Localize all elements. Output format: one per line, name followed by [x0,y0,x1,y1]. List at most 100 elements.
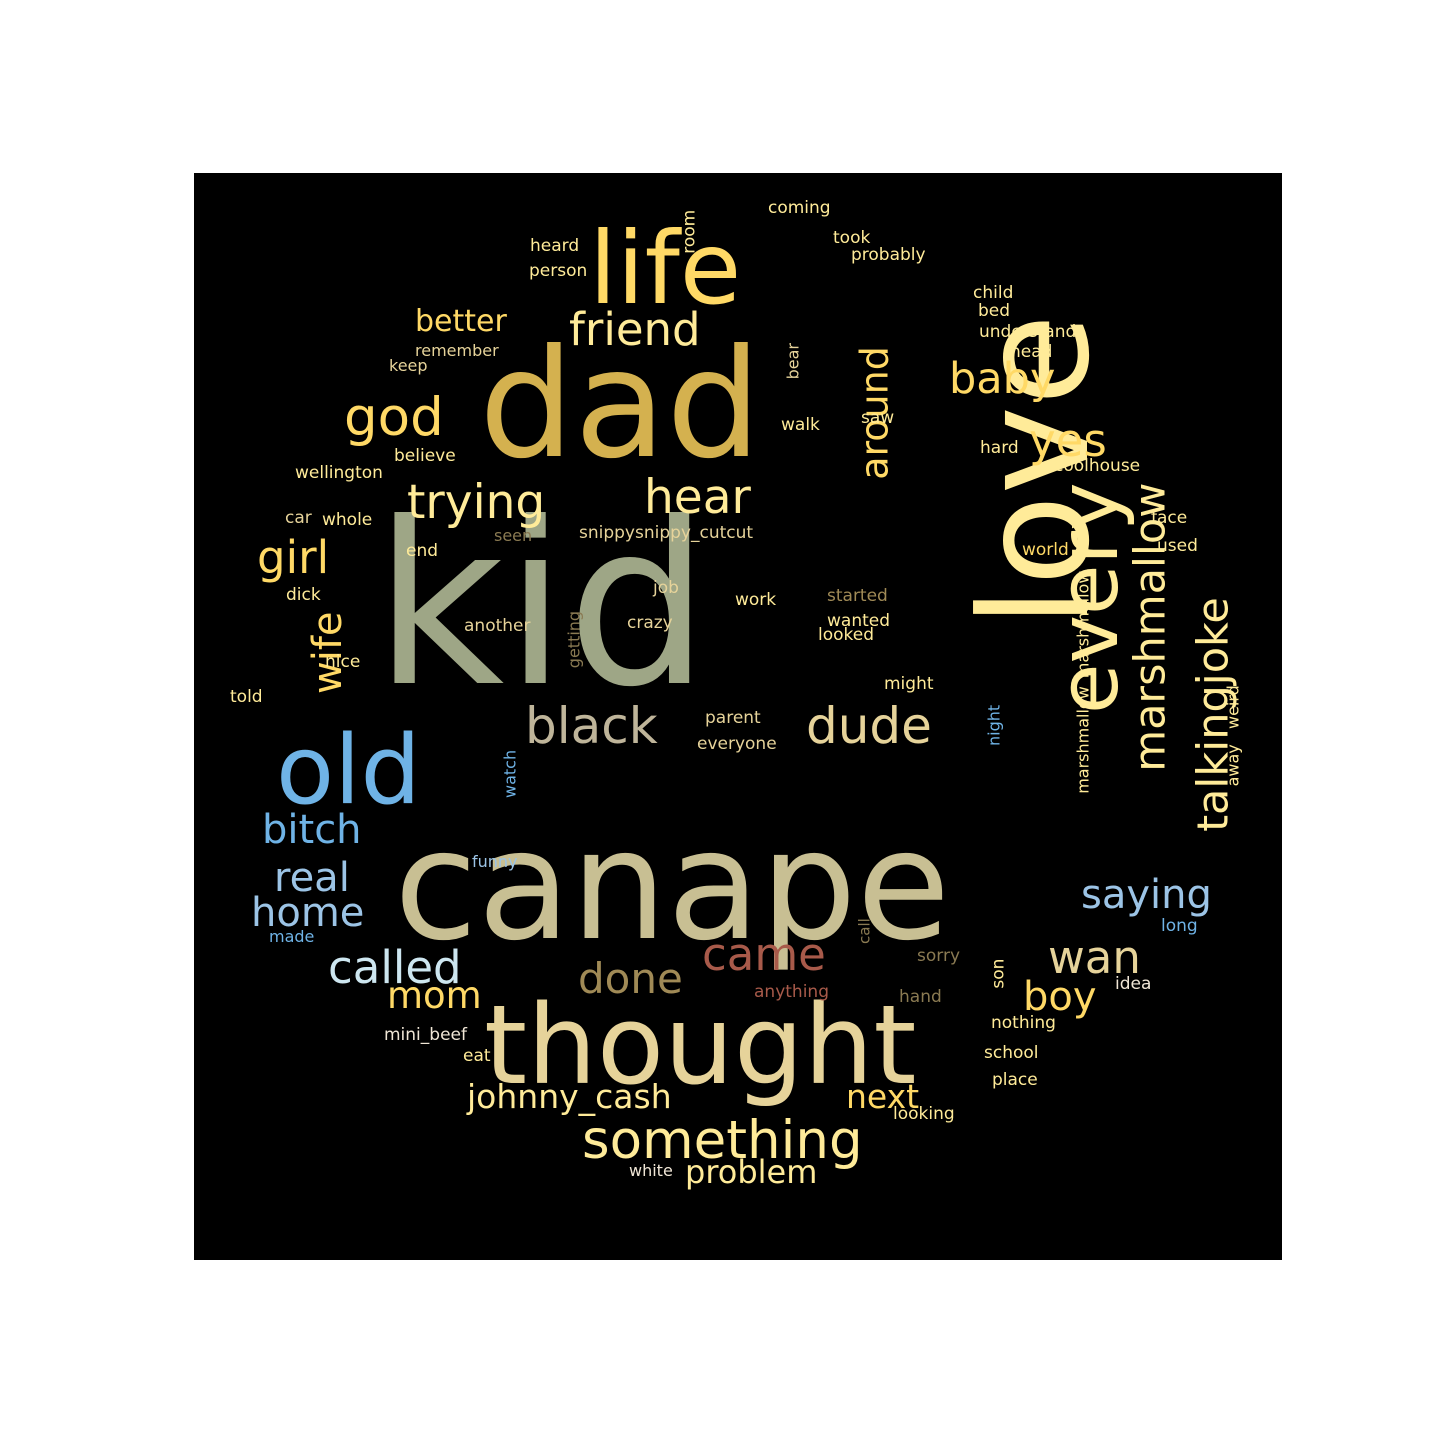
word-used: used [1157,536,1198,556]
word-school: school [984,1043,1039,1063]
word-kid: kid [374,475,710,737]
word-weird: weird [1223,685,1242,729]
word-god: god [344,387,444,448]
word-eat: eat [463,1046,491,1066]
word-better: better [415,304,507,339]
word-around: around [853,346,897,480]
word-snippysnippy-cutcut: snippysnippy_cutcut [579,523,753,543]
word-life: life [589,210,741,327]
word-cloud-panel: kid canape dad love thought life every old frien… [194,173,1282,1260]
word-canape: canape [394,797,950,974]
word-seen: seen [494,526,532,545]
word-hand: hand [899,987,942,1007]
word-trying: trying [407,475,545,530]
word-believe: believe [394,446,456,466]
word-nothing: nothing [991,1013,1056,1033]
word-long: long [1161,916,1198,936]
word-walk: walk [781,415,820,435]
word-done: done [578,954,683,1003]
word-everyone: everyone [697,734,777,754]
word-probably: probably [851,245,926,265]
word-home: home [251,890,364,936]
word-girl: girl [257,531,329,584]
word-bear: bear [783,343,802,380]
word-wanted: wanted [827,611,890,631]
word-room: room [679,210,699,254]
word-call: call [856,918,874,944]
word-dude: dude [806,697,932,755]
word-made: made [269,927,314,946]
word-remember: remember [415,341,499,360]
word-called: called [328,941,462,994]
word-saying: saying [1081,872,1212,918]
word-funny: funny [472,852,518,871]
word-idea: idea [1115,974,1151,994]
word-anything: anything [754,982,829,1002]
word-son: son [988,959,1008,989]
word-wellington: wellington [295,463,383,483]
word-bed: bed [978,301,1010,321]
word-dick: dick [286,585,321,605]
word-face: face [1151,508,1187,528]
word-friend: friend [569,303,701,356]
word-told: told [230,687,263,707]
word-dad: dad [479,318,761,492]
word-whole: whole [322,510,372,530]
word-understand: understand [979,322,1076,342]
word-marshmallow: marshmallow [1126,483,1176,772]
word-looking: looking [893,1104,955,1124]
word-another: another [464,616,530,636]
word-work: work [735,590,776,610]
word-problem: problem [685,1153,817,1191]
word-cloud: kid canape dad love thought life every old frien… [230,198,1242,1191]
word-end: end [406,541,438,561]
word-black: black [525,697,658,755]
word-boy: boy [1023,974,1097,1020]
word-took: took [833,228,870,248]
word-marshmallow-marshmallow: marshmallow_marshmallow [1073,571,1093,794]
word-saw: saw [861,408,894,428]
word-watch: watch [500,750,519,798]
word-looked: looked [818,625,874,645]
word-real: real [274,855,350,901]
word-baby: baby [949,354,1055,404]
word-heard: heard [530,236,579,256]
word-away: away [1223,744,1242,786]
word-thought: thought [484,981,917,1109]
word-bitch: bitch [262,807,362,853]
word-person: person [529,261,587,281]
word-started: started [827,586,888,606]
word-nice: nice [325,652,360,672]
word-crazy: crazy [627,613,673,633]
word-every: every [1042,482,1137,714]
word-getting: getting [564,611,583,668]
word-mom: mom [387,974,482,1017]
word-hard: hard [980,438,1019,458]
word-place: place [992,1070,1038,1090]
word-old: old [276,716,421,826]
word-came: came [702,928,826,981]
word-head: head [1010,342,1052,362]
word-yes: yes [1029,414,1107,467]
word-johnny-cash: johnny_cash [466,1077,672,1116]
word-keep: keep [389,356,428,375]
word-mini-beef: mini_beef [384,1025,468,1045]
word-talkingjoke: talkingjoke [1189,597,1239,832]
word-might: might [884,674,934,694]
word-love: love [949,313,1123,628]
word-hear: hear [644,470,752,525]
word-white: white [629,1161,673,1180]
word-coming: coming [768,198,831,218]
word-sorry: sorry [917,946,960,966]
word-world: world [1022,540,1069,560]
word-child: child [973,283,1013,303]
word-next: next [846,1077,919,1116]
word-something: something [582,1110,863,1171]
word-parent: parent [705,708,761,728]
word-car: car [285,508,312,528]
word-wan: wan [1048,931,1141,984]
word-wife: wife [305,611,351,694]
word-night: night [984,705,1003,746]
word-job: job [652,578,679,598]
word-coolhouse: coolhouse [1054,456,1140,476]
